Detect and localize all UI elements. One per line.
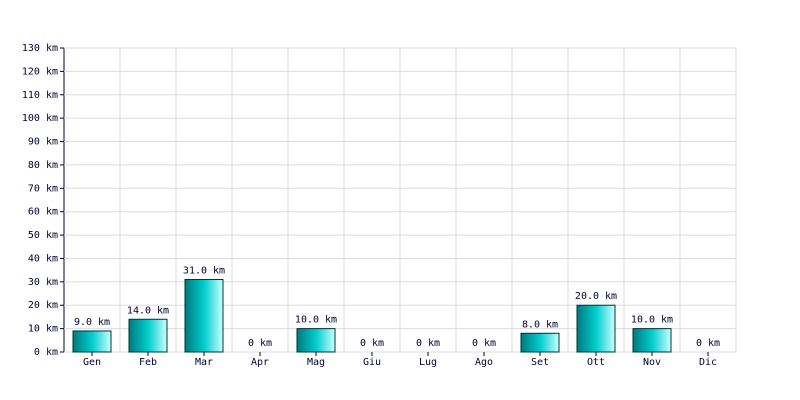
x-tick-label: Ott <box>587 357 605 368</box>
x-tick-label: Ago <box>475 357 493 368</box>
bar <box>72 330 112 353</box>
value-label: 31.0 km <box>183 266 225 277</box>
y-tick-label: 70 km <box>28 183 58 194</box>
x-tick-label: Set <box>531 357 549 368</box>
value-label: 10.0 km <box>295 315 337 326</box>
y-tick-label: 0 km <box>34 347 58 358</box>
x-tick-label: Mar <box>195 357 213 368</box>
x-tick-label: Lug <box>419 357 437 368</box>
value-label: 0 km <box>472 338 496 349</box>
value-label: 8.0 km <box>522 319 558 330</box>
value-label: 0 km <box>248 338 272 349</box>
x-tick-label: Nov <box>643 357 661 368</box>
x-tick-label: Apr <box>251 357 269 368</box>
bar <box>576 304 616 353</box>
value-label: 14.0 km <box>127 305 169 316</box>
value-label: 0 km <box>696 338 720 349</box>
y-tick-label: 120 km <box>22 66 58 77</box>
value-label: 9.0 km <box>74 317 110 328</box>
y-tick-label: 80 km <box>28 160 58 171</box>
bar <box>184 279 224 353</box>
value-label: 10.0 km <box>631 315 673 326</box>
bar <box>296 328 336 353</box>
x-tick-label: Gen <box>83 357 101 368</box>
value-label: 0 km <box>416 338 440 349</box>
y-tick-label: 110 km <box>22 90 58 101</box>
y-tick-label: 20 km <box>28 300 58 311</box>
bar <box>128 318 168 353</box>
x-tick-label: Giu <box>363 357 381 368</box>
bar <box>520 332 560 353</box>
y-tick-label: 30 km <box>28 277 58 288</box>
x-tick-label: Dic <box>699 357 717 368</box>
y-tick-label: 100 km <box>22 113 58 124</box>
bar <box>632 328 672 353</box>
value-label: 20.0 km <box>575 291 617 302</box>
y-tick-label: 130 km <box>22 43 58 54</box>
y-tick-label: 50 km <box>28 230 58 241</box>
y-tick-label: 60 km <box>28 207 58 218</box>
y-tick-label: 10 km <box>28 324 58 335</box>
y-tick-label: 90 km <box>28 137 58 148</box>
x-tick-label: Feb <box>139 357 157 368</box>
y-tick-label: 40 km <box>28 253 58 264</box>
value-label: 0 km <box>360 338 384 349</box>
x-tick-label: Mag <box>307 357 325 368</box>
